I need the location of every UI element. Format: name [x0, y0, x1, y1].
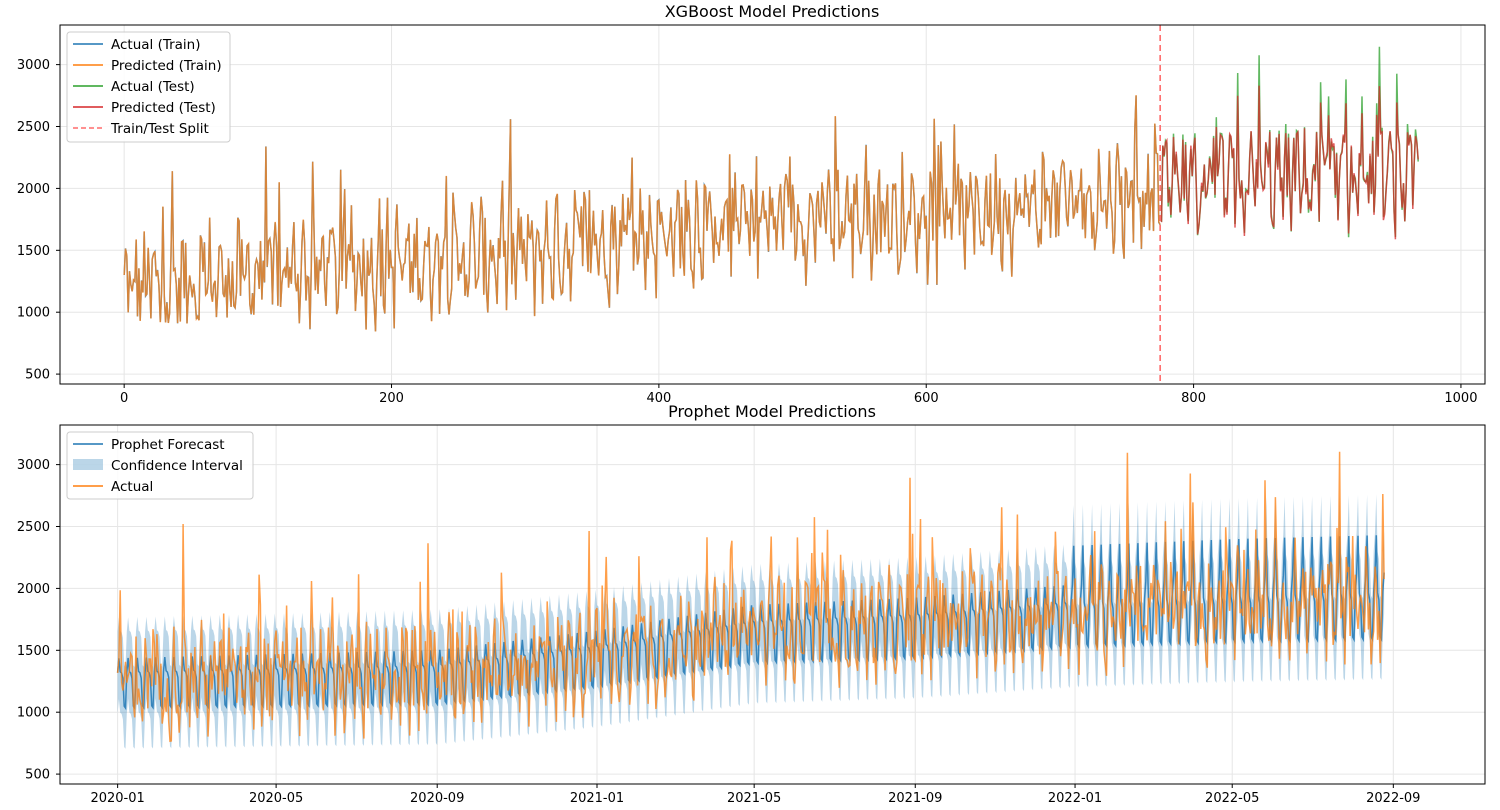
x-tick-label: 600 — [914, 391, 939, 406]
x-tick-label: 2020-05 — [249, 791, 303, 806]
legend-box — [66, 31, 231, 143]
y-tick-label: 2500 — [17, 520, 50, 535]
axis-ticks: 0 200 400 600 800 1000 500 1000 1500 2000 2500 3000 — [17, 58, 1478, 406]
legend-label: Train/Test Split — [110, 121, 209, 137]
legend: Actual (Train) Predicted (Train) Actual … — [66, 31, 231, 143]
legend-label: Actual — [111, 479, 153, 495]
x-tick-label: 1000 — [1444, 391, 1477, 406]
chart-title: XGBoost Model Predictions — [665, 2, 880, 21]
legend-label: Confidence Interval — [111, 458, 243, 474]
y-tick-label: 2500 — [17, 120, 50, 135]
x-tick-label: 2022-05 — [1205, 791, 1259, 806]
x-tick-label: 2021-05 — [727, 791, 781, 806]
series-line-predicted-train — [123, 95, 1161, 332]
y-tick-label: 1500 — [17, 644, 50, 659]
x-tick-label: 800 — [1181, 391, 1206, 406]
xgboost-chart: XGBoost Model Predictions 0 200 400 600 800 1… — [17, 2, 1486, 406]
axis-ticks: 2020-01 2020-05 2020-09 2021-01 2021-05 2021-… — [17, 458, 1421, 806]
y-tick-label: 1500 — [17, 244, 50, 259]
y-tick-label: 2000 — [17, 182, 50, 197]
x-tick-label: 200 — [379, 391, 404, 406]
y-tick-label: 2000 — [17, 582, 50, 597]
series-line-predicted-test — [1160, 85, 1419, 240]
prophet-chart: Prophet Model Predictions 2020-01 2020-05… — [17, 402, 1486, 806]
y-tick-label: 3000 — [17, 58, 50, 73]
x-tick-label: 0 — [120, 391, 128, 406]
x-tick-label: 400 — [646, 391, 671, 406]
axes-frame — [59, 424, 1486, 785]
series-line-actual — [116, 451, 1385, 743]
axes-frame — [59, 24, 1486, 385]
x-tick-label: 2020-01 — [90, 791, 144, 806]
plot-area — [123, 25, 1419, 384]
y-tick-label: 1000 — [17, 306, 50, 321]
legend-label: Actual (Train) — [111, 37, 201, 53]
legend-label: Predicted (Train) — [111, 58, 222, 74]
y-tick-label: 1000 — [17, 706, 50, 721]
y-tick-label: 500 — [25, 768, 50, 783]
x-tick-label: 2020-09 — [410, 791, 464, 806]
grid — [60, 25, 1485, 384]
x-tick-label: 2021-01 — [570, 791, 624, 806]
legend-box — [66, 431, 254, 500]
legend-label: Predicted (Test) — [111, 100, 216, 116]
x-tick-label: 2022-09 — [1366, 791, 1420, 806]
legend-label: Actual (Test) — [111, 79, 195, 95]
x-tick-label: 2021-09 — [888, 791, 942, 806]
chart-title: Prophet Model Predictions — [668, 402, 876, 421]
legend-swatch-confidence — [73, 459, 103, 470]
legend-label: Prophet Forecast — [111, 437, 225, 453]
legend: Prophet Forecast Confidence Interval Act… — [66, 431, 254, 500]
plot-area — [116, 451, 1385, 749]
y-tick-label: 3000 — [17, 458, 50, 473]
y-tick-label: 500 — [25, 368, 50, 383]
x-tick-label: 2022-01 — [1048, 791, 1102, 806]
